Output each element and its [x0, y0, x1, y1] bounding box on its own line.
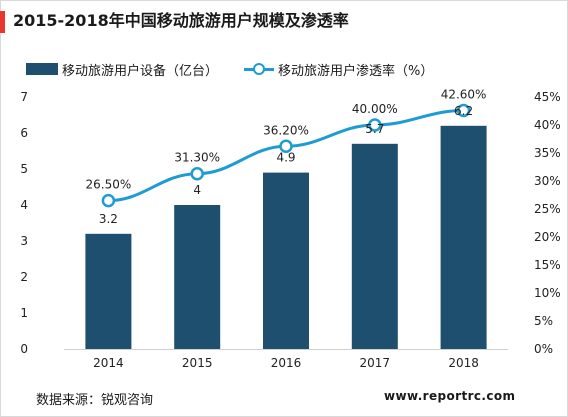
y-left-tick-label: 0 [20, 342, 28, 356]
bar [85, 233, 132, 349]
legend: 移动旅游用户设备（亿台） 移动旅游用户渗透率（%） [14, 59, 459, 79]
data-source: 数据来源：锐观咨询 [36, 393, 154, 408]
bar [351, 143, 398, 349]
y-right-tick-label: 25% [534, 202, 561, 216]
y-left-tick-label: 5 [20, 162, 28, 176]
line-point [368, 118, 382, 132]
x-tick-label: 2016 [271, 356, 302, 370]
legend-bar-swatch [26, 63, 58, 75]
line-point [456, 103, 471, 118]
bar-value-label: 6.2 [454, 104, 473, 118]
y-right-tick-label: 45% [534, 90, 561, 104]
y-left-tick-label: 3 [20, 234, 28, 248]
bar [174, 205, 221, 349]
bar-value-label: 3.2 [99, 212, 118, 226]
bar [263, 172, 309, 349]
legend-item-bar: 移动旅游用户设备（亿台） [14, 60, 218, 79]
title-accent-bar [0, 11, 5, 33]
website-label: www.reportrc.com [384, 389, 516, 403]
line-value-label: 42.60% [441, 87, 487, 101]
line-point [101, 193, 116, 208]
legend-label-bar: 移动旅游用户设备（亿台） [62, 63, 219, 79]
y-right-tick-label: 15% [534, 258, 561, 272]
legend-line-swatch [244, 63, 275, 75]
line-value-label: 36.20% [263, 123, 309, 137]
line-value-label: 31.30% [174, 151, 220, 165]
chart-title: 2015-2018年中国移动旅游用户规模及渗透率 [13, 11, 349, 30]
y-left-tick-label: 2 [20, 270, 28, 284]
bar-value-label: 5.7 [365, 122, 384, 136]
y-left-tick-label: 7 [20, 90, 28, 104]
bar [440, 125, 487, 349]
legend-label-line: 移动旅游用户渗透率（%） [278, 63, 434, 79]
y-left-tick-label: 4 [20, 198, 28, 212]
bar-value-label: 4 [193, 183, 201, 197]
x-tick-label: 2018 [448, 356, 479, 370]
y-right-tick-label: 35% [534, 146, 561, 160]
x-tick-label: 2014 [93, 356, 124, 370]
y-left-tick-label: 1 [20, 306, 28, 320]
line-point [190, 166, 204, 181]
legend-item-line: 移动旅游用户渗透率（%） [244, 60, 433, 79]
y-right-tick-label: 5% [534, 314, 553, 328]
line-point [279, 139, 293, 154]
y-right-tick-label: 40% [534, 118, 561, 132]
y-right-tick-label: 10% [534, 286, 561, 300]
x-tick-label: 2015 [182, 356, 213, 370]
y-right-tick-label: 30% [534, 174, 561, 188]
y-right-tick-label: 0% [534, 342, 553, 356]
y-right-tick-label: 20% [534, 230, 561, 244]
line-value-label: 26.50% [86, 178, 132, 192]
line-value-label: 40.00% [352, 102, 398, 116]
bar-value-label: 4.9 [276, 151, 295, 165]
y-left-tick-label: 6 [20, 126, 28, 140]
x-tick-label: 2017 [360, 356, 391, 370]
